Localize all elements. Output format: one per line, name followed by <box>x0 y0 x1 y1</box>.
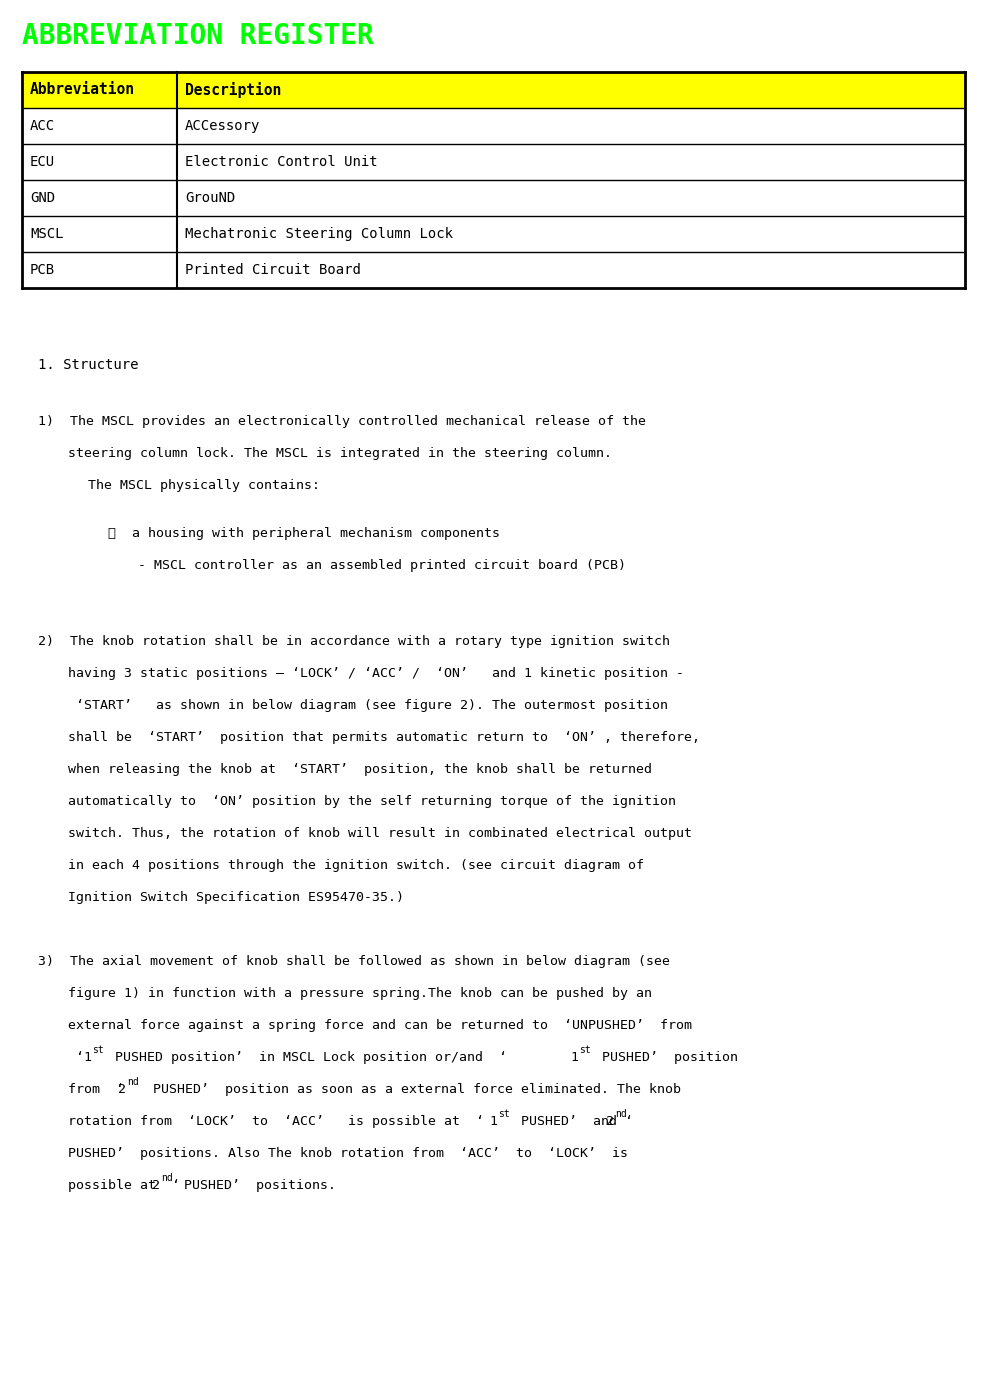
Text: nd: nd <box>127 1077 139 1087</box>
Text: PUSHED’  position: PUSHED’ position <box>594 1050 738 1064</box>
Text: PUSHED’  position as soon as a external force eliminated. The knob: PUSHED’ position as soon as a external f… <box>145 1082 680 1096</box>
Text: GND: GND <box>30 191 55 205</box>
Text: - MSCL controller as an assembled printed circuit board (PCB): - MSCL controller as an assembled printe… <box>138 559 625 573</box>
Text: st: st <box>92 1045 104 1055</box>
Text: ‘START’   as shown in below diagram (see figure 2). The outermost position: ‘START’ as shown in below diagram (see f… <box>76 699 668 712</box>
Text: 2: 2 <box>605 1114 613 1128</box>
Bar <box>22 72 964 109</box>
Text: from  ‘: from ‘ <box>68 1082 124 1096</box>
Text: shall be  ‘START’  position that permits automatic return to  ‘ON’ , therefore,: shall be ‘START’ position that permits a… <box>68 731 699 744</box>
Text: PUSHED’  positions. Also The knob rotation from  ‘ACC’  to  ‘LOCK’  is: PUSHED’ positions. Also The knob rotatio… <box>68 1146 627 1160</box>
Text: ECU: ECU <box>30 155 55 169</box>
Text: PCB: PCB <box>30 263 55 277</box>
Text: ABBREVIATION REGISTER: ABBREVIATION REGISTER <box>22 22 374 50</box>
Text: 2)  The knob rotation shall be in accordance with a rotary type ignition switch: 2) The knob rotation shall be in accorda… <box>38 635 669 648</box>
Text: having 3 static positions – ‘LOCK’ / ‘ACC’ /  ‘ON’   and 1 kinetic position -: having 3 static positions – ‘LOCK’ / ‘AC… <box>68 667 683 680</box>
Text: Description: Description <box>184 82 281 98</box>
Text: external force against a spring force and can be returned to  ‘UNPUSHED’  from: external force against a spring force an… <box>68 1020 691 1032</box>
Text: MSCL: MSCL <box>30 227 63 241</box>
Text: The MSCL physically contains:: The MSCL physically contains: <box>88 479 319 492</box>
Text: ACC: ACC <box>30 118 55 132</box>
Text: 3)  The axial movement of knob shall be followed as shown in below diagram (see: 3) The axial movement of knob shall be f… <box>38 956 669 968</box>
Text: 1: 1 <box>83 1050 91 1064</box>
Text: PUSHED’  positions.: PUSHED’ positions. <box>176 1178 335 1192</box>
Text: in each 4 positions through the ignition switch. (see circuit diagram of: in each 4 positions through the ignition… <box>68 859 643 872</box>
Text: st: st <box>579 1045 591 1055</box>
Text: Printed Circuit Board: Printed Circuit Board <box>184 263 361 277</box>
Text: st: st <box>498 1109 509 1119</box>
Text: Abbreviation: Abbreviation <box>30 82 135 98</box>
Text: figure 1) in function with a pressure spring.The knob can be pushed by an: figure 1) in function with a pressure sp… <box>68 988 652 1000</box>
Text: 2: 2 <box>118 1082 126 1096</box>
Text: PUSHED position’  in MSCL Lock position or/and  ‘: PUSHED position’ in MSCL Lock position o… <box>106 1050 507 1064</box>
Text: ACCessory: ACCessory <box>184 118 260 132</box>
Text: nd: nd <box>161 1173 173 1183</box>
Text: automatically to  ‘ON’ position by the self returning torque of the ignition: automatically to ‘ON’ position by the se… <box>68 795 675 808</box>
Text: ‘: ‘ <box>76 1050 84 1064</box>
Text: 1: 1 <box>488 1114 497 1128</box>
Text: PUSHED’  and ‘: PUSHED’ and ‘ <box>513 1114 632 1128</box>
Text: Ignition Switch Specification ES95470-35.): Ignition Switch Specification ES95470-35… <box>68 892 403 904</box>
Text: Mechatronic Steering Column Lock: Mechatronic Steering Column Lock <box>184 227 453 241</box>
Text: Electronic Control Unit: Electronic Control Unit <box>184 155 378 169</box>
Text: 1)  The MSCL provides an electronically controlled mechanical release of the: 1) The MSCL provides an electronically c… <box>38 415 646 428</box>
Text: when releasing the knob at  ‘START’  position, the knob shall be returned: when releasing the knob at ‘START’ posit… <box>68 763 652 776</box>
Text: 1: 1 <box>570 1050 578 1064</box>
Text: ①  a housing with peripheral mechanism components: ① a housing with peripheral mechanism co… <box>107 527 500 540</box>
Text: possible at  ‘: possible at ‘ <box>68 1178 179 1192</box>
Text: steering column lock. The MSCL is integrated in the steering column.: steering column lock. The MSCL is integr… <box>68 447 611 460</box>
Text: rotation from  ‘LOCK’  to  ‘ACC’   is possible at  ‘: rotation from ‘LOCK’ to ‘ACC’ is possibl… <box>68 1114 483 1128</box>
Text: 2: 2 <box>152 1178 160 1192</box>
Text: nd: nd <box>614 1109 626 1119</box>
Text: GrouND: GrouND <box>184 191 235 205</box>
Text: switch. Thus, the rotation of knob will result in combinated electrical output: switch. Thus, the rotation of knob will … <box>68 827 691 840</box>
Text: 1. Structure: 1. Structure <box>38 358 138 372</box>
